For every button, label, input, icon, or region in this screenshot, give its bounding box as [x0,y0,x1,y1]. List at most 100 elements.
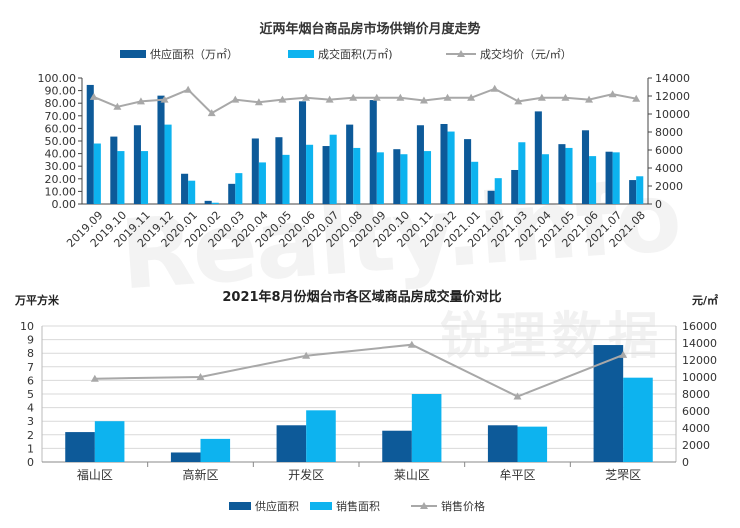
legend-label-2: 销售面积 [336,499,380,513]
x-tick-label: 福山区 [77,467,113,482]
bar-sales-开发区 [306,410,336,462]
chart-title: 2021年8月份烟台市各区域商品房成交量价对比 [222,289,501,305]
left-tick-label: 80.00 [45,97,77,110]
bar-transaction-2021.04 [541,154,549,204]
bar-supply-莱山区 [382,430,412,462]
right-tick-label: 0 [655,198,662,211]
left-tick-label: 0 [27,456,34,469]
left-tick-label: 6 [27,374,34,387]
price-point-高新区 [196,373,205,380]
bar-supply-2020.08 [346,124,354,204]
left-tick-label: 0.00 [52,198,77,211]
bar-transaction-2020.08 [353,147,361,204]
price-line [94,343,624,398]
bar-transaction-2020.05 [282,154,290,204]
right-tick-label: 8000 [682,388,710,401]
bar-transaction-2019.11 [140,151,149,204]
right-axis-label: 元/㎡ [692,293,718,307]
price-point-2019.10 [113,102,122,110]
left-tick-label: 4 [27,402,34,415]
x-tick-label: 牟平区 [499,467,535,482]
bar-transaction-2021.05 [565,147,573,204]
bar-supply-2019.10 [110,136,118,204]
bar-supply-福山区 [65,432,95,462]
right-tick-label: 10000 [655,108,690,121]
left-tick-label: 30.00 [45,160,77,173]
right-tick-label: 12000 [682,354,717,367]
price-point-2021.03 [514,97,523,105]
bar-supply-2020.06 [298,101,307,204]
bar-transaction-2020.02 [211,202,219,204]
legend-swatch-1 [120,50,146,58]
left-tick-label: 90.00 [45,85,77,98]
left-tick-label: 8 [27,347,34,360]
price-point-2020.05 [278,95,287,103]
bar-transaction-2019.10 [117,151,125,204]
legend-swatch-1 [229,502,251,510]
legend-marker-3 [457,50,465,57]
legend-label-1: 供应面积 [255,499,299,513]
price-point-2020.02 [207,109,216,117]
price-point-2021.02 [490,84,499,92]
left-tick-label: 9 [27,334,34,347]
price-point-2021.05 [561,93,570,101]
legend-label-1: 供应面积（万㎡） [150,47,238,61]
bar-supply-2021.06 [581,130,590,204]
bar-sales-牟平区 [517,426,548,462]
price-point-福山区 [90,374,99,382]
left-tick-label: 2 [27,429,34,442]
right-tick-label: 0 [682,456,689,469]
bar-supply-2020.07 [322,146,330,204]
bar-transaction-2020.06 [306,144,314,204]
price-point-牟平区 [513,392,522,400]
bar-supply-2019.12 [157,95,165,204]
right-tick-label: 10000 [682,371,717,384]
left-axis-label: 万平方米 [14,293,60,307]
x-tick-label: 开发区 [288,467,324,482]
price-point-2020.06 [302,93,311,101]
bar-supply-2021.01 [464,139,472,204]
right-tick-label: 2000 [682,439,710,452]
bar-sales-高新区 [200,438,231,462]
right-tick-label: 6000 [655,144,683,157]
bar-sales-芝罘区 [623,377,653,462]
right-tick-label: 16000 [682,320,717,333]
bar-sales-莱山区 [411,394,442,462]
price-point-2021.01 [467,93,476,101]
price-point-2019.09 [89,92,98,100]
bar-transaction-2020.07 [329,134,337,204]
bar-supply-2020.03 [228,183,236,204]
right-tick-label: 8000 [655,126,683,139]
legend-label-3: 成交均价（元/㎡） [480,47,572,61]
bar-supply-2021.08 [629,180,637,204]
price-line [93,87,637,115]
bar-supply-2021.04 [534,111,542,204]
bar-supply-2019.09 [86,84,94,204]
left-tick-label: 100.00 [38,72,77,85]
bar-supply-2021.02 [487,190,495,204]
right-tick-label: 6000 [682,405,710,418]
bar-transaction-2019.12 [164,124,172,204]
price-point-2020.08 [349,93,358,101]
right-tick-label: 14000 [655,72,690,85]
bar-transaction-2020.04 [258,162,266,204]
left-tick-label: 3 [27,415,34,428]
bar-supply-开发区 [276,425,307,462]
bar-supply-2021.03 [511,169,519,204]
legend-swatch-2 [310,502,332,510]
left-tick-label: 70.00 [45,110,77,123]
legend-marker-3 [420,502,428,509]
bar-transaction-2020.09 [376,152,384,204]
right-tick-label: 4000 [655,162,683,175]
x-tick-label: 莱山区 [394,468,430,482]
bar-transaction-2020.12 [447,131,455,204]
bar-supply-2020.09 [369,100,377,204]
bar-sales-福山区 [94,421,125,462]
price-point-2021.06 [585,95,594,103]
left-tick-label: 5 [27,388,34,401]
bar-transaction-2020.11 [423,151,432,204]
right-tick-label: 2000 [655,180,683,193]
bar-transaction-2021.07 [612,152,620,204]
